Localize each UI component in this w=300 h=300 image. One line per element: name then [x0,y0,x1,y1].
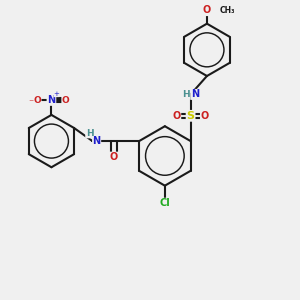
Text: Cl: Cl [160,199,170,208]
Text: O: O [201,111,209,121]
Text: ⁻: ⁻ [28,99,33,109]
Text: CH₃: CH₃ [219,6,235,15]
Text: O: O [110,152,118,162]
Text: H: H [182,90,189,99]
Text: S: S [187,111,195,121]
Text: N: N [93,136,101,146]
Text: O: O [62,96,70,105]
Text: O: O [172,111,181,121]
Text: O: O [203,5,211,15]
Text: N: N [47,95,56,105]
Text: H: H [86,129,93,138]
Text: N: N [191,89,199,99]
Text: +: + [54,91,59,97]
Text: O: O [33,96,41,105]
